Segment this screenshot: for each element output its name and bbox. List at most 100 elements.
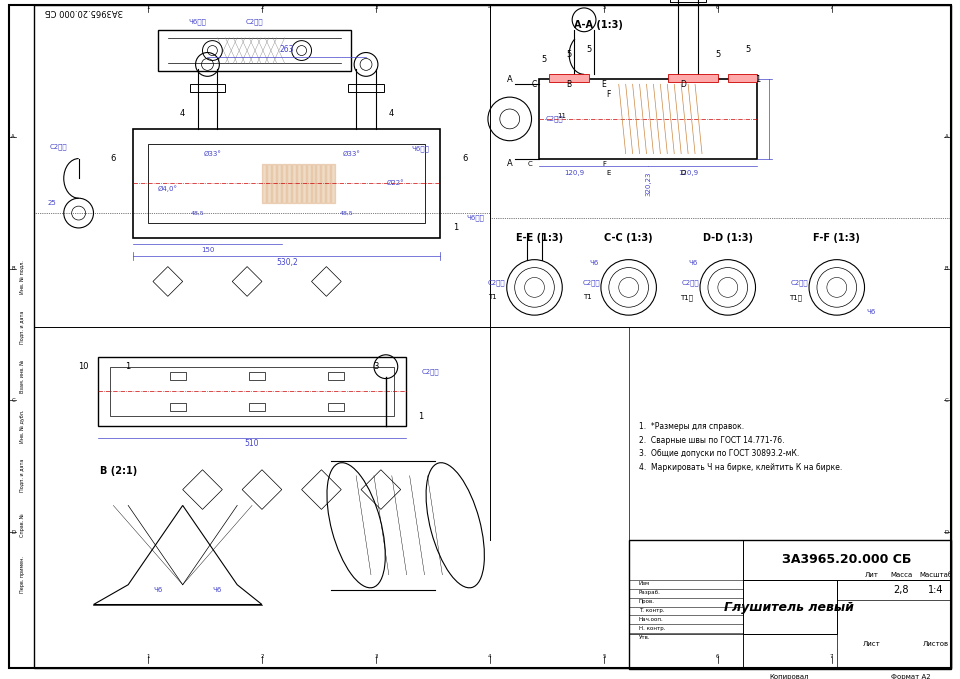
Text: 510: 510: [245, 439, 259, 449]
Text: С2⌒⌒: С2⌒⌒: [545, 115, 564, 122]
Polygon shape: [93, 505, 262, 604]
Text: F: F: [602, 160, 606, 166]
Bar: [670, 0, 706, 2]
Text: 48,5: 48,5: [191, 210, 204, 215]
Text: 6: 6: [463, 154, 468, 163]
Text: 2.  Сварные швы по ГОСТ 14.771-76.: 2. Сварные швы по ГОСТ 14.771-76.: [638, 435, 784, 445]
Text: D: D: [945, 530, 948, 534]
Text: Изм: Изм: [638, 581, 650, 586]
Text: 5: 5: [602, 5, 606, 10]
Bar: [629, 540, 950, 669]
Text: 4.  Маркировать Ч на бирке, клейтить К на бирке.: 4. Маркировать Ч на бирке, клейтить К на…: [638, 463, 842, 473]
Text: Глушитель левый: Глушитель левый: [724, 601, 854, 614]
Text: 2: 2: [260, 5, 264, 10]
Text: Ч6: Ч6: [213, 587, 222, 593]
Text: A: A: [12, 134, 15, 139]
Text: 5: 5: [745, 45, 750, 54]
Text: Перв. примен.: Перв. примен.: [19, 556, 25, 593]
Text: В (2:1): В (2:1): [100, 466, 137, 476]
Text: Подп. и дата: Подп. и дата: [19, 310, 25, 344]
Text: Взам. инв. №: Взам. инв. №: [19, 360, 25, 393]
Text: A: A: [507, 75, 513, 84]
Bar: [170, 403, 185, 411]
Bar: [743, 634, 837, 669]
Bar: [133, 129, 441, 238]
Text: Ч6⌒⌒: Ч6⌒⌒: [188, 18, 206, 25]
Text: Ø22°: Ø22°: [387, 181, 404, 186]
Text: 3: 3: [373, 362, 378, 371]
Text: D: D: [12, 530, 15, 534]
Text: 10: 10: [79, 362, 89, 371]
Text: Ч6: Ч6: [154, 587, 162, 593]
Text: Масса: Масса: [890, 572, 912, 578]
Text: Лит: Лит: [865, 572, 878, 578]
Text: 5: 5: [566, 50, 572, 59]
Text: Ø33°: Ø33°: [342, 151, 360, 157]
Text: С2⌒⌒: С2⌒⌒: [50, 143, 67, 150]
Text: Ч6: Ч6: [867, 309, 876, 315]
Bar: [668, 74, 718, 82]
Text: Масштаб: Масштаб: [920, 572, 952, 578]
Text: A: A: [507, 159, 513, 168]
Text: 2,8: 2,8: [894, 585, 909, 595]
Bar: [540, 79, 757, 159]
Text: Утв.: Утв.: [638, 635, 650, 640]
Text: D-D (1:3): D-D (1:3): [703, 233, 753, 243]
Text: E: E: [607, 170, 611, 177]
Bar: [170, 371, 185, 380]
Text: Ч6⌒⌒: Ч6⌒⌒: [467, 215, 484, 221]
Text: C: C: [527, 160, 532, 166]
Text: Т1⌒: Т1⌒: [789, 294, 802, 301]
Text: E-E (1:3): E-E (1:3): [516, 233, 563, 243]
Text: А-А (1:3): А-А (1:3): [574, 20, 623, 30]
Bar: [249, 403, 265, 411]
Text: С2⌒⌒: С2⌒⌒: [582, 279, 600, 286]
Bar: [148, 144, 425, 223]
Text: E: E: [602, 79, 607, 89]
Text: Н. контр.: Н. контр.: [638, 626, 665, 631]
Bar: [110, 367, 394, 416]
Text: ЗА3965.20.000 СБ: ЗА3965.20.000 СБ: [44, 7, 123, 16]
Bar: [743, 580, 837, 634]
Text: Т. контр.: Т. контр.: [638, 608, 664, 613]
Text: Инв. № подл.: Инв. № подл.: [19, 261, 25, 295]
Text: 6: 6: [716, 5, 720, 10]
Text: 1:4: 1:4: [928, 585, 944, 595]
Text: 5: 5: [602, 654, 606, 659]
Bar: [157, 30, 351, 71]
Text: 4: 4: [388, 109, 394, 118]
Text: Нач.ооп.: Нач.ооп.: [638, 617, 663, 622]
Text: B: B: [945, 266, 948, 271]
Text: Ø33°: Ø33°: [204, 151, 222, 157]
Text: С2⌒⌒: С2⌒⌒: [421, 368, 440, 375]
Text: Ø4,0°: Ø4,0°: [157, 185, 178, 191]
Bar: [629, 634, 743, 669]
Text: Лист: Лист: [863, 641, 880, 647]
Text: A: A: [945, 134, 948, 139]
Text: 48,5: 48,5: [339, 210, 353, 215]
Text: ЗА3965.20.000 СБ: ЗА3965.20.000 СБ: [782, 553, 911, 566]
Text: Подп. и дата: Подп. и дата: [19, 459, 25, 492]
Text: D: D: [681, 79, 686, 89]
Text: С2⌒⌒: С2⌒⌒: [682, 279, 699, 286]
Text: 5: 5: [587, 45, 591, 54]
Bar: [328, 403, 345, 411]
Text: C: C: [945, 398, 948, 403]
Text: С2⌒⌒: С2⌒⌒: [790, 279, 808, 286]
Text: Т1⌒: Т1⌒: [680, 294, 692, 301]
Text: B: B: [12, 266, 15, 271]
Text: 1.  *Размеры для справок.: 1. *Размеры для справок.: [638, 422, 744, 430]
Text: Копировал: Копировал: [769, 674, 809, 679]
Text: 5: 5: [715, 50, 720, 59]
Text: 25: 25: [47, 200, 57, 206]
Text: Ч6⌒⌒: Ч6⌒⌒: [412, 145, 429, 152]
Text: 4: 4: [180, 109, 185, 118]
Bar: [190, 84, 226, 92]
Text: D: D: [681, 170, 685, 177]
Text: Разраб.: Разраб.: [638, 590, 660, 595]
Text: Инв. № дубл.: Инв. № дубл.: [19, 409, 25, 443]
Text: 120,9: 120,9: [564, 170, 585, 177]
Bar: [348, 84, 384, 92]
Text: 6: 6: [716, 654, 720, 659]
Text: F: F: [607, 90, 611, 98]
